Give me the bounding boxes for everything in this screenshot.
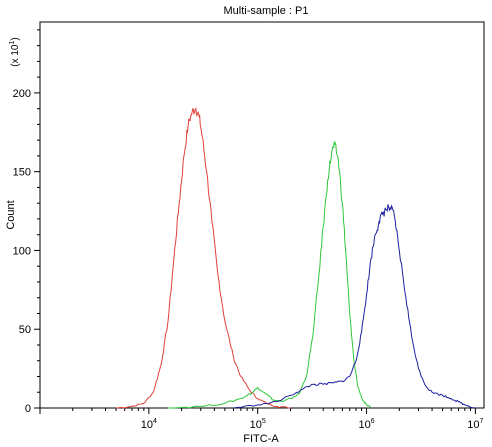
histogram-series-1 bbox=[116, 107, 291, 409]
y-tick-label: 50 bbox=[19, 324, 31, 336]
x-tick-label: 105 bbox=[250, 418, 266, 431]
histogram-series-3 bbox=[233, 204, 476, 409]
x-tick-label: 106 bbox=[358, 418, 374, 431]
y-multiplier-close: ) bbox=[10, 37, 21, 40]
y-multiplier-exp: 1 bbox=[9, 41, 16, 45]
y-tick-label: 100 bbox=[13, 245, 31, 257]
plot-frame bbox=[39, 21, 485, 409]
series-layer bbox=[116, 107, 476, 409]
chart-title: Multi-sample : P1 bbox=[224, 5, 309, 17]
y-tick-label: 0 bbox=[25, 403, 31, 415]
svg-text:(x 101): (x 101) bbox=[9, 37, 21, 66]
y-axis-ticks: 0 50 100 150 200 bbox=[13, 29, 40, 415]
y-multiplier-label: (x 101) bbox=[9, 37, 21, 66]
y-multiplier-open: (x 10 bbox=[10, 44, 21, 67]
y-tick-label: 200 bbox=[13, 88, 31, 100]
x-axis-ticks: 104 105 106 107 bbox=[39, 408, 484, 431]
y-tick-label: 150 bbox=[13, 167, 31, 179]
histogram-series-2 bbox=[168, 141, 372, 409]
x-tick-label: 107 bbox=[467, 418, 483, 431]
x-tick-label: 104 bbox=[141, 418, 157, 431]
x-axis-label: FITC-A bbox=[243, 433, 279, 445]
y-axis-label: Count bbox=[5, 200, 17, 229]
